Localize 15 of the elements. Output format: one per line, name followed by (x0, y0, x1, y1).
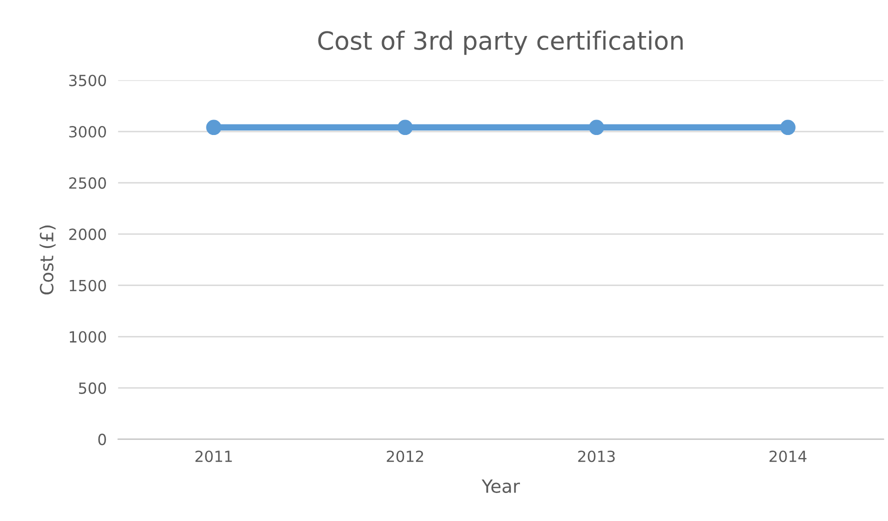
x-tick-label: 2012 (386, 450, 424, 462)
x-tick-label: 2013 (578, 450, 615, 462)
chart-title: Cost of 3rd party certification (318, 30, 683, 55)
x-axis-title: Year (482, 480, 520, 493)
y-axis-title: Cost (£) (40, 226, 56, 294)
y-tick-label: 0 (98, 434, 106, 446)
y-tick-label: 2500 (69, 177, 106, 189)
y-tick-label: 1000 (70, 331, 106, 343)
y-tick-label: 500 (79, 382, 106, 394)
y-tick-label: 1500 (70, 280, 106, 292)
y-tick-label: 2000 (69, 228, 106, 240)
x-tick-label: 2014 (770, 450, 806, 462)
y-tick-label: 3000 (69, 126, 106, 138)
y-tick-label: 3500 (69, 74, 106, 86)
x-tick-label: 2011 (195, 450, 232, 462)
